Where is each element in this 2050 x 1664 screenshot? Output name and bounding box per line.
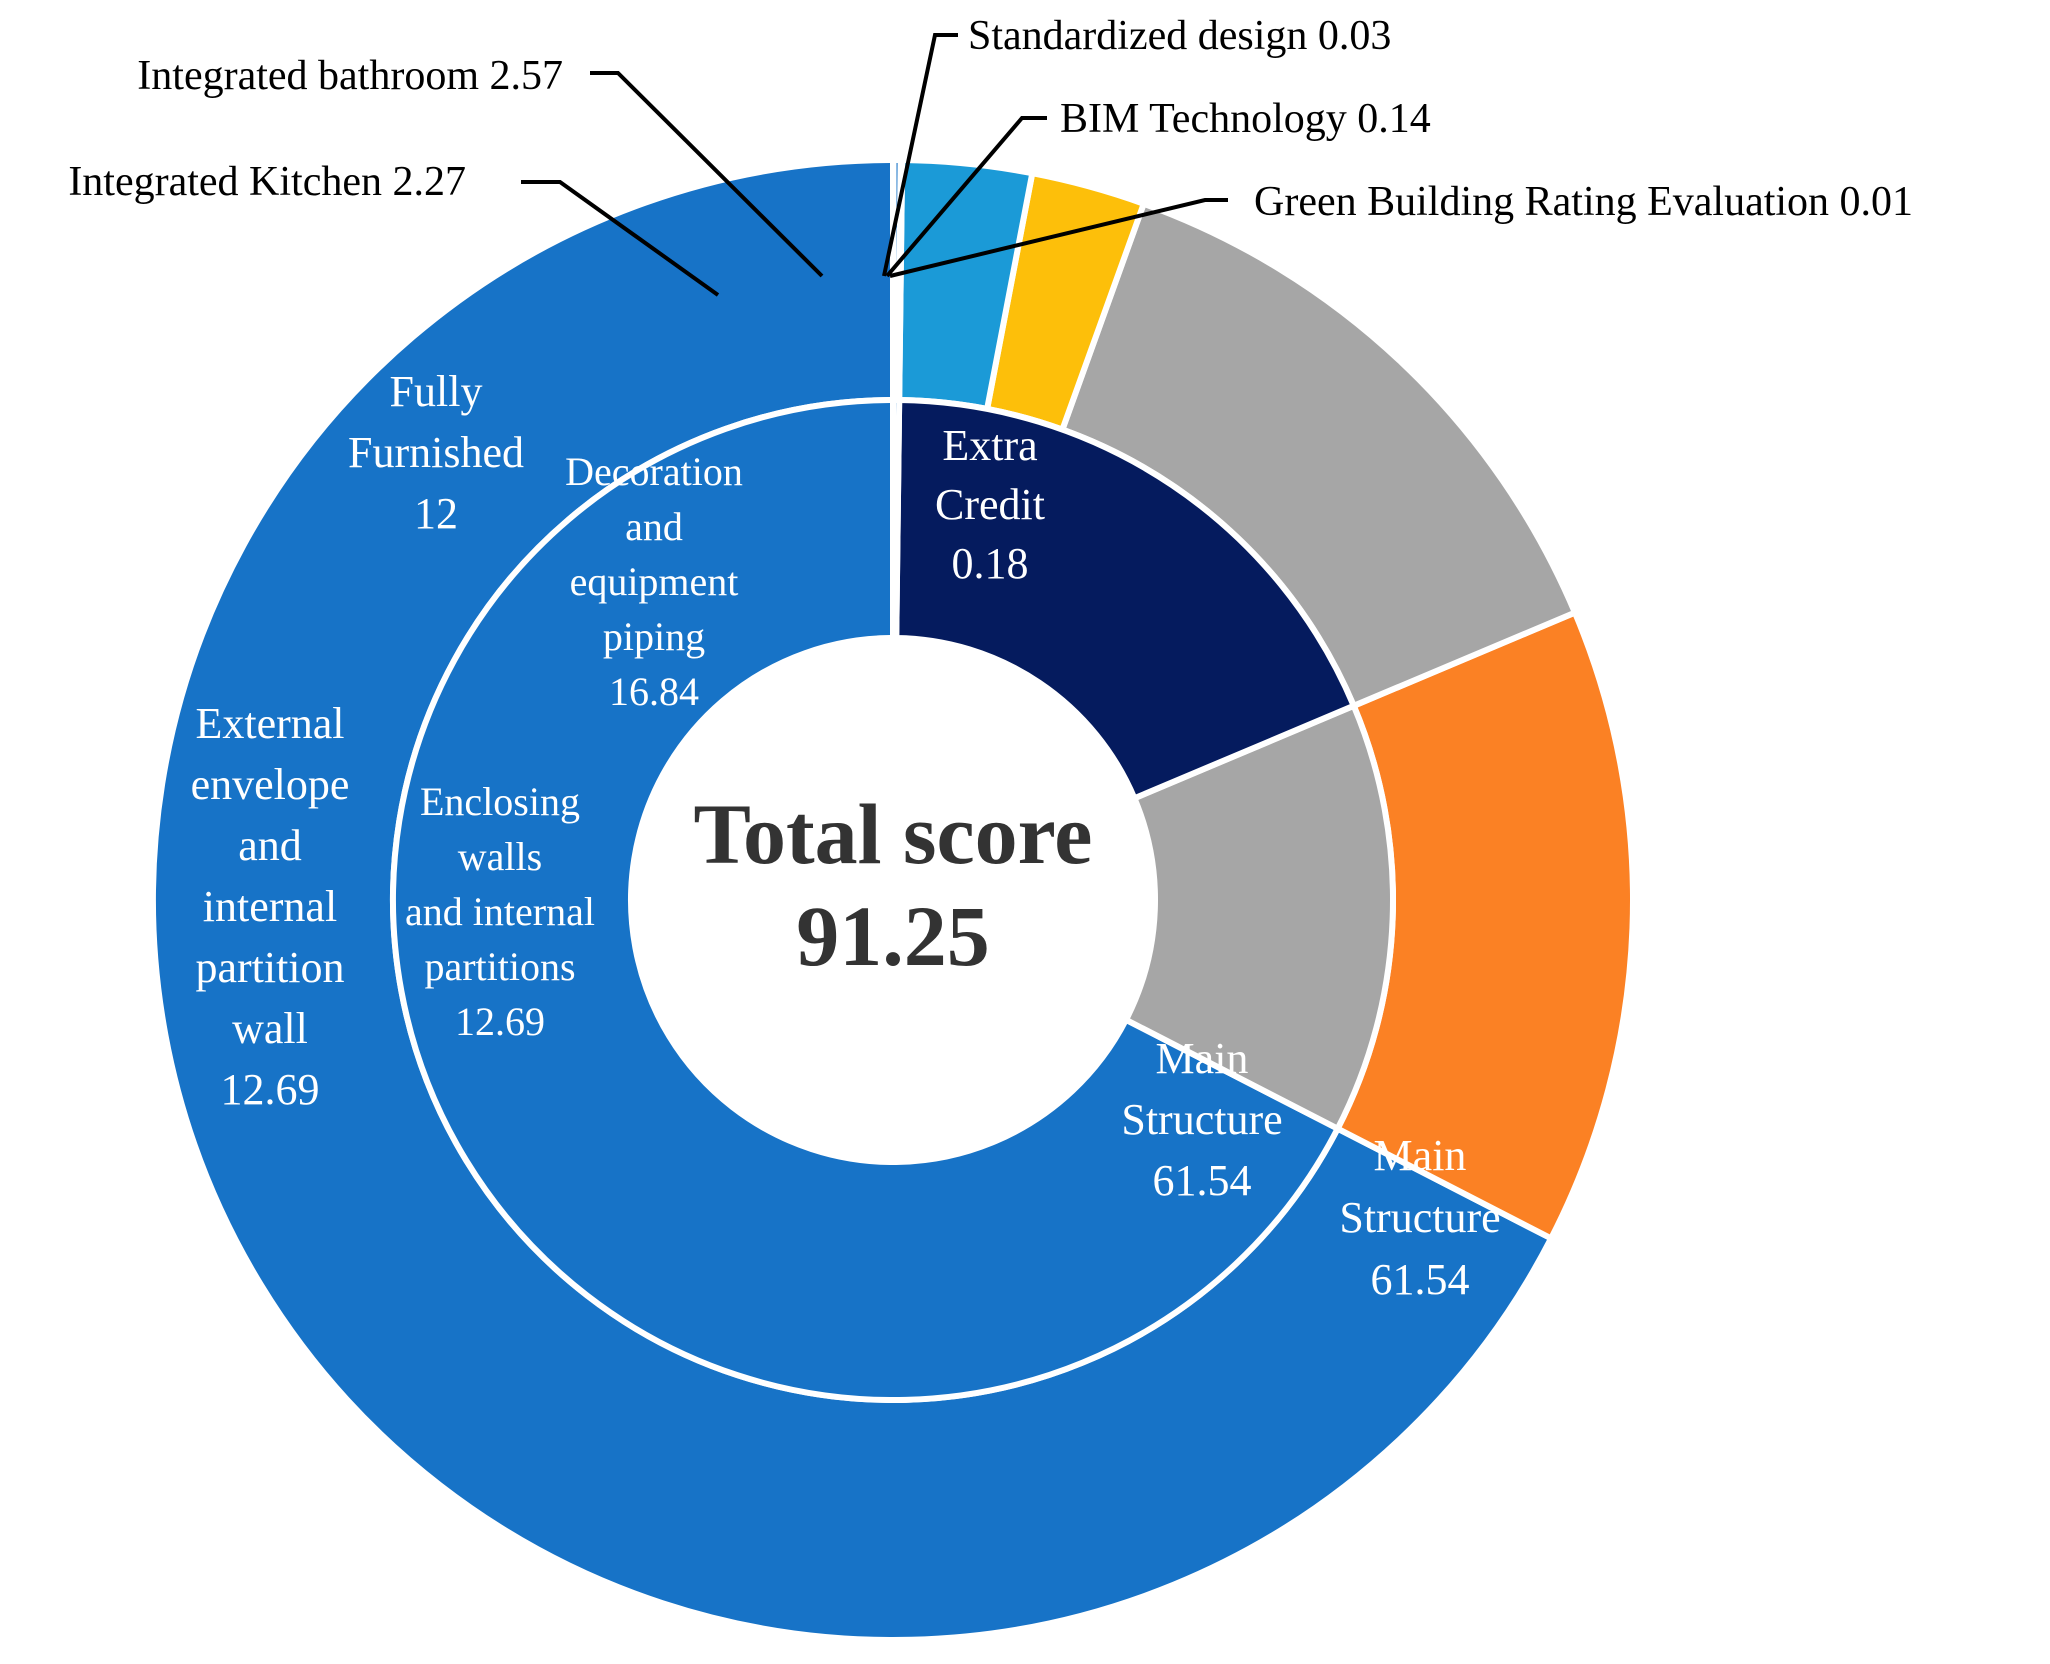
inner-label-line: 16.84 [609, 669, 699, 714]
callout-label-green-building-rating-evaluation: Green Building Rating Evaluation 0.01 [1254, 179, 1913, 225]
inner-label-enclosing-walls-and-internal-partitions: Enclosing walls and internal partitions 12.6… [405, 779, 595, 1044]
inner-slice-enclosing-walls-and-internal-partitions [1121, 701, 1396, 1133]
callout-label-bim-technology: BIM Technology 0.14 [1060, 96, 1431, 142]
outer-label-fully-furnished: Fully Furnished 12 [348, 367, 524, 538]
inner-slice-decoration-and-equipment-piping [893, 396, 1358, 803]
inner-slice-extra-credit [890, 396, 903, 642]
inner-label-decoration-and-equipment-piping: Decoration and equipment piping 16.84 [565, 449, 743, 714]
inner-label-line: equipment [570, 559, 739, 604]
callout-label-integrated-kitchen: Integrated Kitchen 2.27 [68, 159, 466, 205]
inner-label-extra-credit: Extra Credit 0.18 [935, 421, 1045, 588]
inner-label-line: Enclosing [420, 779, 580, 824]
callout-leader-integrated-bathroom [590, 71, 824, 278]
outer-label-line: internal [203, 882, 337, 931]
callout-leader-integrated-kitchen [521, 180, 720, 297]
inner-slice-main-structure [390, 396, 1342, 1403]
inner-label-line: 61.54 [1153, 1156, 1252, 1205]
center-label: Total score 91.25 [694, 786, 1093, 984]
callout-leader-standardized-design [882, 33, 958, 277]
outer-slice-green-building-rating-evaluation [890, 156, 897, 404]
inner-label-line: walls [458, 834, 542, 879]
outer-label-line: 12.69 [221, 1065, 320, 1114]
outer-label-external-envelope-and-internal-partition-wall: External envelope and internal partition wall… [191, 699, 350, 1114]
outer-label-main-structure: Main Structure 61.54 [1339, 1131, 1500, 1304]
center-title: Total score [694, 786, 1093, 882]
inner-label-line: Structure [1121, 1095, 1282, 1144]
outer-label-line: Structure [1339, 1193, 1500, 1242]
inner-label-line: Credit [935, 480, 1045, 529]
inner-label-line: and internal [405, 889, 595, 934]
inner-ring [390, 396, 1396, 1403]
inner-label-line: 0.18 [952, 539, 1029, 588]
outer-label-line: 61.54 [1371, 1255, 1470, 1304]
callout-label-standardized-design: Standardized design 0.03 [968, 13, 1391, 59]
callout-leader-bim-technology [885, 116, 1047, 278]
callout-label-integrated-bathroom: Integrated bathroom 2.57 [137, 53, 563, 99]
outer-label-line: Fully [390, 367, 483, 416]
outer-label-line: partition [195, 943, 344, 992]
inner-label-line: Main [1156, 1034, 1249, 1083]
outer-label-line: and [238, 821, 302, 870]
outer-label-line: External [195, 699, 344, 748]
outer-label-line: Main [1374, 1131, 1467, 1180]
callout-leader-green-building-rating-evaluation [889, 198, 1228, 278]
outer-label-line: wall [232, 1004, 308, 1053]
outer-ring [150, 156, 1636, 1643]
ring-labels: Main Structure 61.54 External envelope and int… [191, 367, 1501, 1304]
inner-label-line: piping [603, 614, 705, 659]
inner-label-line: Decoration [565, 449, 743, 494]
inner-label-line: and [625, 504, 683, 549]
outer-label-line: Furnished [348, 428, 524, 477]
inner-label-line: 12.69 [455, 999, 545, 1044]
outer-label-line: envelope [191, 760, 350, 809]
callouts: Integrated Kitchen 2.27 Integrated bathro… [68, 13, 1913, 297]
inner-label-line: partitions [424, 944, 575, 989]
inner-label-main-structure: Main Structure 61.54 [1121, 1034, 1282, 1205]
outer-label-line: 12 [414, 489, 458, 538]
center-total: 91.25 [796, 888, 990, 984]
inner-label-line: Extra [942, 421, 1037, 470]
